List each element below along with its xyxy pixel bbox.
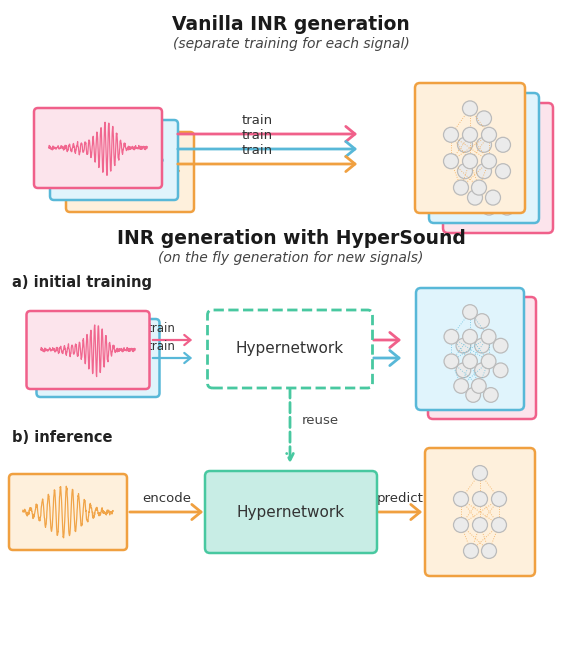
Circle shape [453, 518, 469, 533]
Circle shape [456, 363, 471, 378]
Text: encode: encode [142, 492, 191, 505]
FancyBboxPatch shape [416, 288, 524, 410]
FancyBboxPatch shape [429, 93, 539, 223]
Circle shape [473, 518, 488, 533]
Circle shape [494, 363, 508, 378]
Circle shape [492, 518, 506, 533]
Circle shape [471, 174, 487, 189]
FancyBboxPatch shape [37, 319, 159, 397]
Circle shape [477, 111, 492, 126]
Text: a) initial training: a) initial training [12, 275, 152, 290]
Circle shape [499, 200, 514, 215]
Circle shape [463, 354, 477, 369]
Circle shape [463, 305, 477, 319]
Circle shape [467, 190, 482, 205]
FancyBboxPatch shape [205, 471, 377, 553]
Circle shape [481, 127, 496, 143]
Circle shape [477, 164, 492, 179]
Text: (separate training for each signal): (separate training for each signal) [173, 37, 409, 51]
Text: train: train [242, 114, 273, 127]
Circle shape [473, 492, 488, 507]
Text: predict: predict [377, 492, 424, 505]
Circle shape [481, 544, 496, 559]
FancyBboxPatch shape [27, 311, 150, 389]
Text: b) inference: b) inference [12, 430, 112, 446]
Text: INR generation with HyperSound: INR generation with HyperSound [116, 229, 466, 248]
FancyBboxPatch shape [428, 297, 536, 419]
Circle shape [463, 154, 477, 168]
Circle shape [481, 200, 496, 215]
FancyBboxPatch shape [208, 310, 372, 388]
Text: Hypernetwork: Hypernetwork [236, 341, 344, 356]
Circle shape [463, 544, 478, 559]
Circle shape [454, 378, 469, 393]
Circle shape [466, 388, 481, 402]
Circle shape [463, 329, 477, 344]
Text: train: train [148, 340, 176, 353]
Circle shape [463, 101, 477, 116]
Circle shape [473, 465, 488, 481]
Circle shape [475, 338, 489, 353]
Circle shape [457, 164, 473, 179]
Circle shape [463, 127, 477, 143]
FancyBboxPatch shape [66, 132, 194, 212]
FancyBboxPatch shape [34, 108, 162, 188]
Circle shape [443, 127, 459, 143]
Circle shape [475, 363, 489, 378]
Circle shape [456, 338, 471, 353]
FancyBboxPatch shape [425, 448, 535, 576]
Text: Hypernetwork: Hypernetwork [237, 505, 345, 520]
Circle shape [443, 154, 459, 168]
Text: Vanilla INR generation: Vanilla INR generation [172, 14, 410, 34]
Circle shape [509, 174, 524, 189]
FancyBboxPatch shape [50, 120, 178, 200]
Circle shape [491, 121, 506, 136]
Circle shape [475, 314, 489, 329]
Text: train: train [242, 144, 273, 157]
Circle shape [444, 354, 459, 369]
FancyBboxPatch shape [9, 474, 127, 550]
Circle shape [492, 492, 506, 507]
Circle shape [481, 154, 496, 168]
FancyBboxPatch shape [415, 83, 525, 213]
Circle shape [457, 137, 473, 152]
Circle shape [453, 180, 469, 195]
Text: train: train [148, 322, 176, 335]
Circle shape [471, 378, 486, 393]
Text: reuse: reuse [302, 414, 339, 427]
Circle shape [481, 329, 496, 344]
Circle shape [453, 492, 469, 507]
Circle shape [495, 137, 510, 152]
FancyBboxPatch shape [443, 103, 553, 233]
Circle shape [484, 388, 498, 402]
Circle shape [485, 190, 501, 205]
Text: (on the fly generation for new signals): (on the fly generation for new signals) [158, 251, 424, 265]
Circle shape [509, 147, 524, 162]
Text: train: train [242, 129, 273, 142]
Circle shape [495, 164, 510, 179]
Circle shape [491, 174, 506, 189]
Circle shape [471, 147, 487, 162]
Circle shape [477, 137, 492, 152]
Circle shape [481, 354, 496, 369]
Circle shape [491, 147, 506, 162]
Circle shape [494, 338, 508, 353]
Circle shape [471, 180, 487, 195]
Circle shape [444, 329, 459, 344]
